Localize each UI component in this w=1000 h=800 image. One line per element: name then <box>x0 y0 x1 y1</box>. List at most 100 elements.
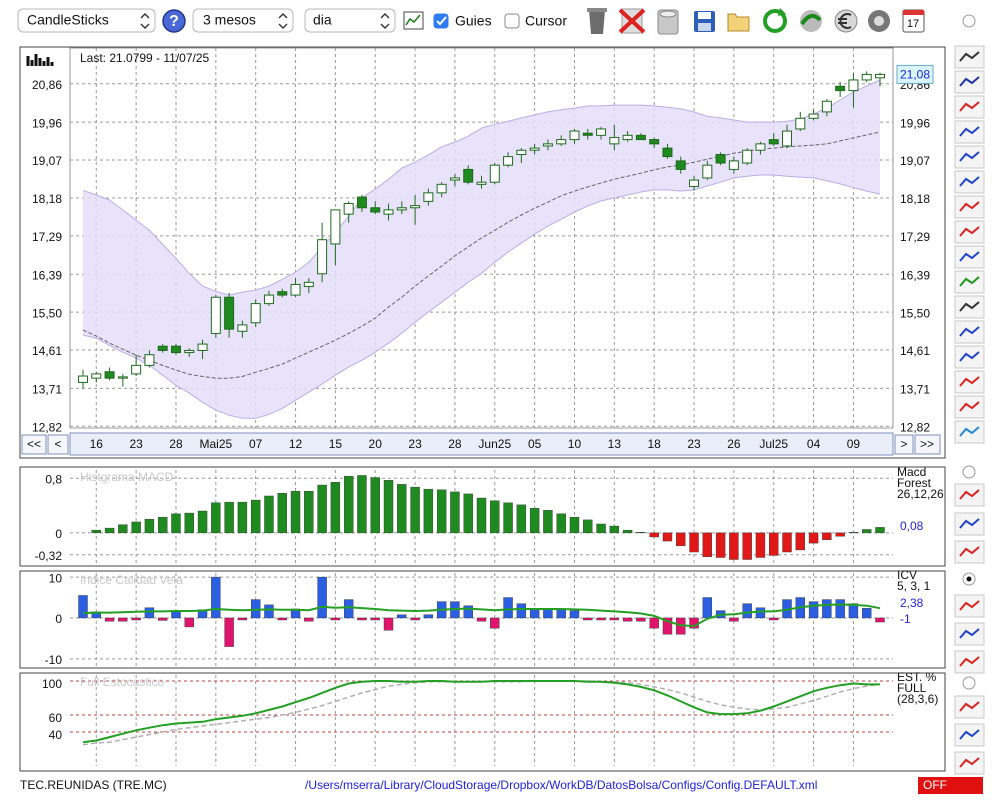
chart-icon[interactable] <box>403 11 424 30</box>
ticker-label: TEC.REUNIDAS (TRE.MC) <box>20 778 167 792</box>
panel-title: Histgrama MACD <box>80 470 174 484</box>
icv-bar <box>317 576 327 619</box>
next-button[interactable] <box>894 434 914 455</box>
first-label: << <box>27 437 41 451</box>
database-button[interactable] <box>657 9 679 35</box>
icv-bar <box>118 617 128 622</box>
macd-bar <box>250 499 261 534</box>
y-tick-label: 19,96 <box>32 116 62 130</box>
macd-bar <box>330 482 341 534</box>
candle-body <box>237 324 248 332</box>
chart-type-select[interactable] <box>17 8 156 33</box>
macd-bar <box>835 532 845 537</box>
trash-button[interactable] <box>587 8 607 34</box>
candle-body <box>875 73 885 79</box>
y-tick-label: 19,07 <box>32 154 62 168</box>
last-price-box <box>896 64 934 84</box>
candle-body <box>356 196 367 209</box>
macd-bar <box>357 475 367 534</box>
icv-bar <box>596 617 606 621</box>
stoch-line <box>82 680 881 746</box>
date-label: 07 <box>249 437 263 451</box>
help-icon: ? <box>169 13 179 30</box>
interval-select[interactable] <box>304 8 396 33</box>
state-indicator[interactable] <box>918 777 983 794</box>
macd-bar <box>144 519 155 534</box>
macd-bar <box>91 529 101 534</box>
macd-bar <box>317 484 327 534</box>
icv-bar <box>144 607 155 619</box>
delete-button[interactable] <box>618 8 646 34</box>
date-label: 18 <box>648 437 662 451</box>
candle-body <box>503 156 514 166</box>
icv-bar <box>131 617 141 621</box>
date-label: Jul25 <box>759 437 788 451</box>
help-button[interactable] <box>162 9 186 33</box>
tool-glyph <box>959 226 980 237</box>
tool-glyph <box>959 401 980 412</box>
tool-glyph <box>959 51 980 62</box>
icv-bar <box>556 609 566 619</box>
prev-label: < <box>54 437 61 451</box>
panel-legend: EST. % <box>897 670 937 684</box>
macd-bar <box>516 504 527 534</box>
panel-title: Full Estocastico <box>80 675 164 689</box>
candle-body <box>795 117 806 130</box>
macd-bar <box>197 510 208 534</box>
macd-bar <box>702 532 713 557</box>
cursor-checkbox[interactable] <box>504 13 520 29</box>
open-button[interactable] <box>727 13 750 32</box>
first-button[interactable] <box>21 434 47 455</box>
candle-body <box>157 345 168 351</box>
icv-bar <box>304 617 314 622</box>
panel-radio[interactable] <box>962 14 976 28</box>
macd-bar <box>609 525 620 534</box>
prev-button[interactable] <box>47 434 69 455</box>
macd-bar <box>476 497 487 534</box>
icv-bar <box>583 617 593 621</box>
candle-body <box>675 160 686 170</box>
tool-glyph <box>959 701 980 712</box>
candle-body <box>250 303 261 324</box>
refresh-button[interactable] <box>763 8 787 33</box>
candle-body <box>370 207 381 213</box>
macd-bar <box>343 475 354 534</box>
last-button[interactable] <box>914 434 941 455</box>
icv-bar <box>835 599 845 619</box>
settings-button[interactable] <box>868 10 890 32</box>
currency-button[interactable] <box>834 9 858 33</box>
macd-bar <box>862 529 872 534</box>
macd-bar <box>264 495 274 534</box>
icv-bar <box>370 617 380 621</box>
tool-glyph <box>959 489 980 500</box>
guides-label: Guies <box>455 13 492 29</box>
icv-bar <box>264 604 274 619</box>
macd-bar <box>157 516 168 534</box>
icv-bar <box>330 617 341 621</box>
icv-bar <box>383 617 394 631</box>
icv-bar <box>78 595 88 619</box>
macd-bar <box>569 516 580 534</box>
icv-bar <box>171 611 181 619</box>
macd-bar <box>490 500 500 534</box>
icv-bar <box>543 608 553 619</box>
icv-bar <box>397 614 407 619</box>
panel-legend: 26,12,26 <box>897 487 944 501</box>
macd-bar <box>184 512 194 534</box>
macd-bar <box>662 532 673 542</box>
chart-mode-icon[interactable] <box>26 54 54 66</box>
save-button[interactable] <box>694 11 715 32</box>
macd-bar <box>450 491 460 534</box>
panel-radio[interactable] <box>962 465 976 479</box>
guides-checkbox[interactable] <box>433 13 449 29</box>
last-label: >> <box>920 437 934 451</box>
candle-body <box>742 149 753 164</box>
globe-button[interactable] <box>800 10 822 32</box>
calendar-button[interactable]: 17 <box>902 9 925 33</box>
period-select[interactable] <box>192 8 294 33</box>
candle-body <box>835 85 846 92</box>
panel-radio[interactable] <box>962 676 976 690</box>
candle-body <box>529 147 540 151</box>
select-chevron <box>380 13 390 29</box>
